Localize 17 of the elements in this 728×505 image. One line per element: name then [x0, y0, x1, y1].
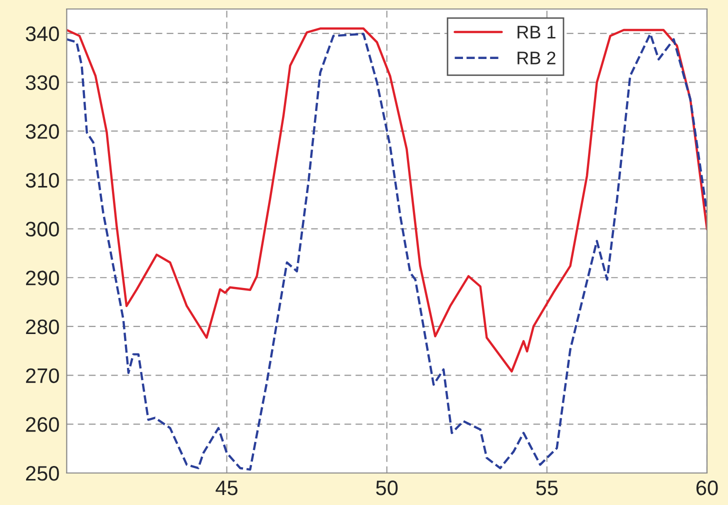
line-series — [66, 27, 707, 373]
y-tick-label: 290 — [26, 270, 59, 286]
y-tick-label: 300 — [26, 222, 59, 237]
y-tick-label: 260 — [26, 417, 59, 432]
y-tick-label: 250 — [26, 466, 59, 481]
y-tick-label: 280 — [26, 319, 59, 334]
legend-label: RB 2 — [518, 52, 556, 64]
y-tick-label: 330 — [26, 75, 59, 90]
y-tick-label: 310 — [26, 172, 59, 188]
y-tick-label: 320 — [26, 124, 59, 139]
legend-label: RB 1 — [518, 26, 556, 38]
y-tick-label: 270 — [26, 368, 59, 384]
x-tick-label: 55 — [536, 480, 558, 496]
x-tick-label: 60 — [696, 480, 718, 496]
y-tick-label: 340 — [26, 26, 59, 42]
x-tick-label: 50 — [376, 480, 398, 496]
x-tick-label: 45 — [216, 480, 238, 496]
